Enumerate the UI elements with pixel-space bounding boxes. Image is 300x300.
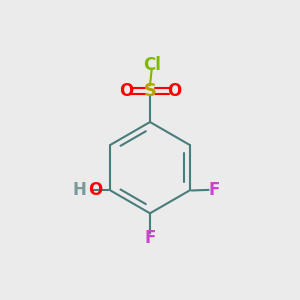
Text: S: S <box>143 82 157 100</box>
Text: H: H <box>72 182 86 200</box>
Text: O: O <box>119 82 133 100</box>
Text: Cl: Cl <box>143 56 161 74</box>
Text: F: F <box>144 229 156 247</box>
Text: O: O <box>88 182 103 200</box>
Text: O: O <box>167 82 181 100</box>
Text: F: F <box>209 181 220 199</box>
